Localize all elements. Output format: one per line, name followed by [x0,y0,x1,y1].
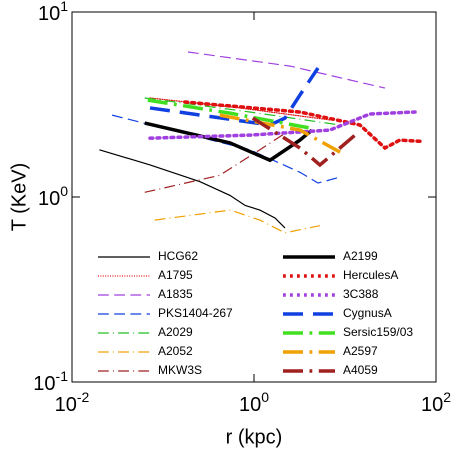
y-tick-label: 101 [38,0,68,25]
series-line [219,113,346,157]
legend-label: HerculesA [343,268,398,282]
legend-label: MKW3S [158,363,202,377]
series-line [187,51,386,89]
legend-label: PKS1404-267 [158,306,233,320]
x-axis-label: r (kpc) [226,426,283,448]
legend-label: A2597 [343,344,378,358]
legend-label: HCG62 [158,249,198,263]
series-line [149,67,320,127]
series-line [251,116,357,168]
series-line [111,114,341,184]
x-tick-label: 100 [239,389,269,417]
series-line [147,98,311,130]
legend-label: CygnusA [343,306,392,320]
series-line [148,110,417,140]
legend-label: Sersic159/03 [343,325,413,339]
series-line [99,149,286,229]
y-axis-label: T (KeV) [8,163,30,232]
legend-label: A2052 [158,344,193,358]
legend-label: A1795 [158,268,193,282]
legend-label: A2199 [343,249,378,263]
legend-label: A2029 [158,325,193,339]
series-line [149,97,331,121]
legend-label: A4059 [343,363,378,377]
x-tick-label: 102 [421,389,451,417]
y-tick-label: 10-1 [33,368,68,396]
legend-label: A1835 [158,287,193,301]
series-line [154,209,321,234]
y-tick-label: 100 [38,183,68,211]
x-tick-label: 10-2 [55,389,90,417]
series-line [144,129,291,193]
legend-label: 3C388 [343,287,379,301]
series-line [183,100,422,151]
series-line [144,97,341,126]
